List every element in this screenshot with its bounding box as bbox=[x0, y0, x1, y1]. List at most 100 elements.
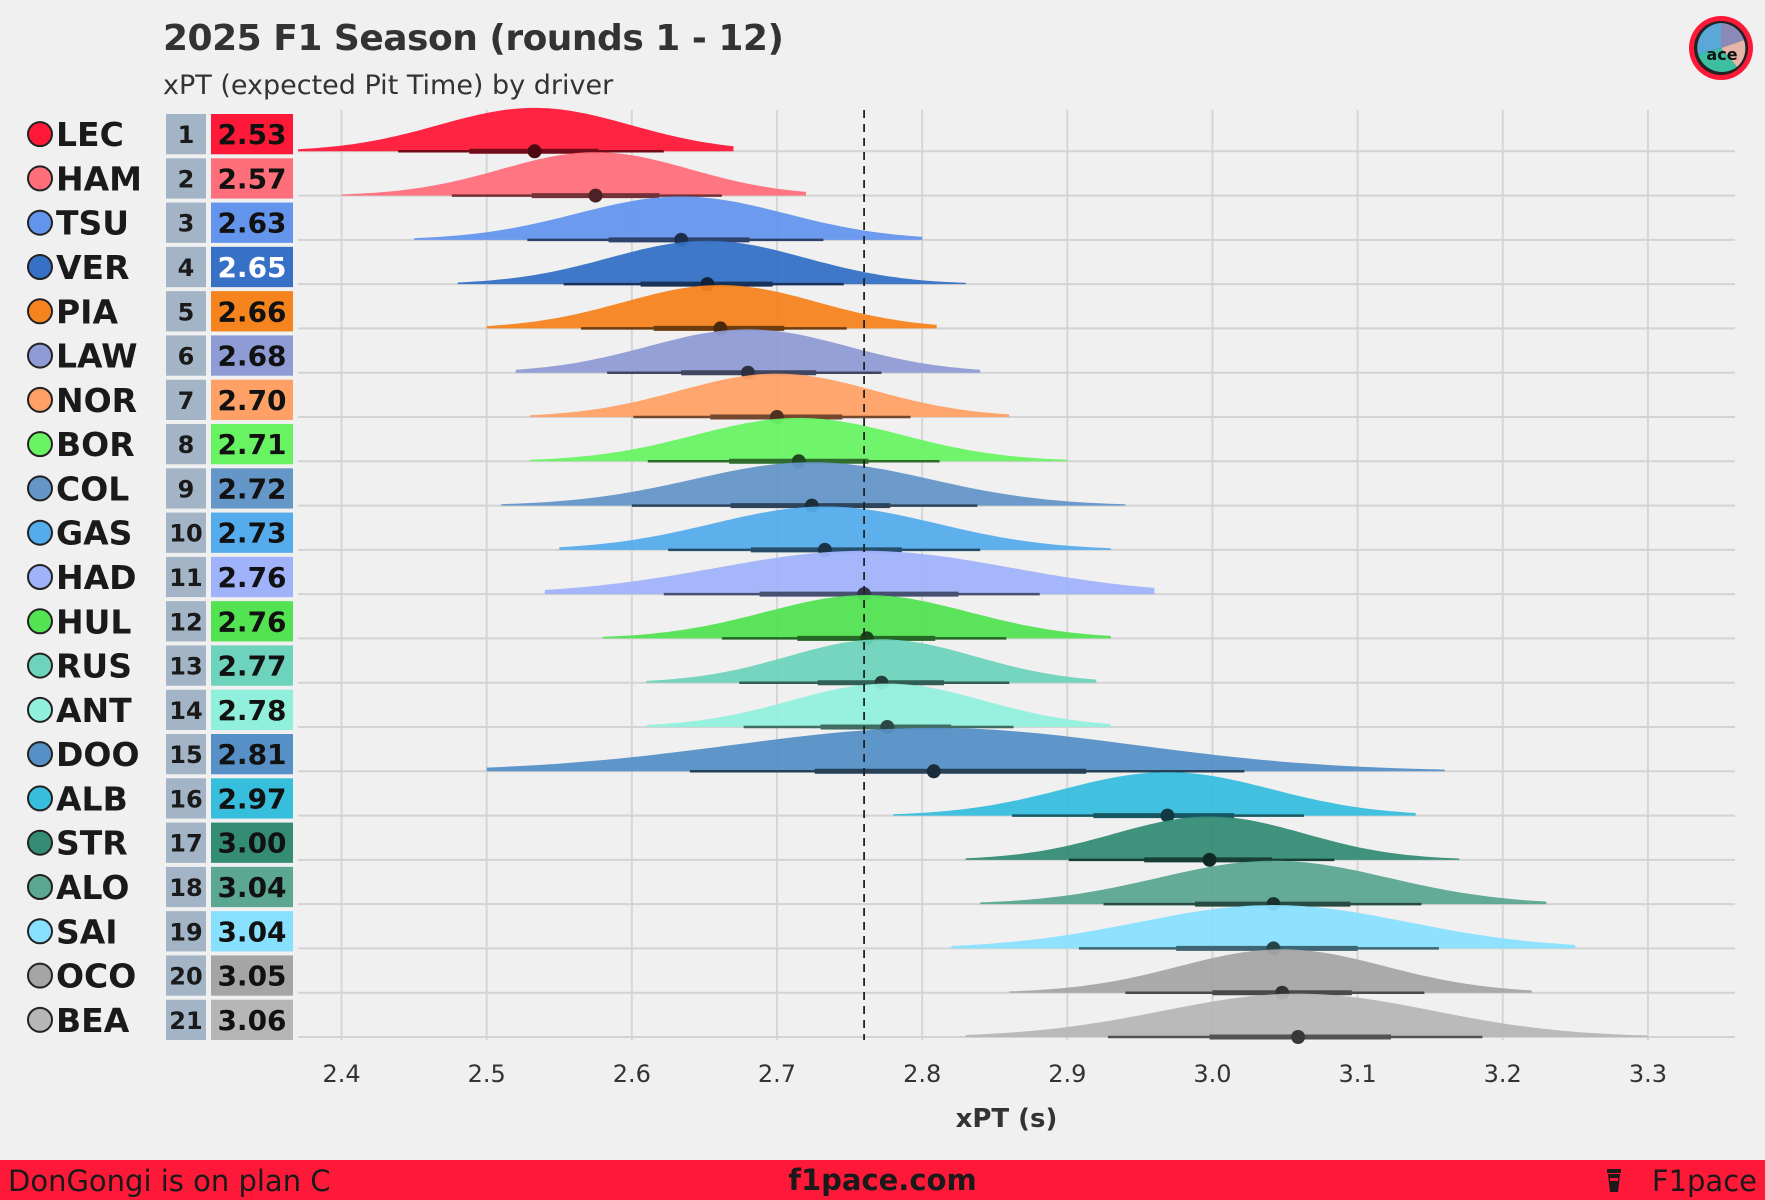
rank-box bbox=[166, 424, 206, 465]
value-box bbox=[211, 999, 293, 1040]
density-bea bbox=[965, 993, 1648, 1037]
value-label-nor: 2.70 bbox=[217, 384, 286, 417]
rank-label-alo: 18 bbox=[169, 874, 202, 902]
driver-code-alo: ALO bbox=[56, 868, 129, 907]
x-tick-label: 2.5 bbox=[468, 1060, 506, 1088]
driver-code-pia: PIA bbox=[56, 292, 118, 331]
rank-label-doo: 15 bbox=[169, 741, 202, 769]
x-tick-label: 3.1 bbox=[1339, 1060, 1377, 1088]
value-box bbox=[211, 601, 293, 642]
rank-label-oco: 20 bbox=[169, 963, 202, 991]
haas-icon bbox=[27, 962, 53, 989]
x-axis-label: xPT (s) bbox=[956, 1104, 1058, 1134]
value-box bbox=[211, 424, 293, 465]
density-nor bbox=[530, 373, 1010, 417]
median-point-lec bbox=[527, 144, 542, 159]
rank-label-lec: 1 bbox=[178, 121, 195, 149]
value-label-bor: 2.71 bbox=[217, 428, 286, 461]
rank-box bbox=[166, 645, 206, 686]
value-label-had: 2.76 bbox=[217, 561, 286, 594]
value-label-ver: 2.65 bbox=[217, 251, 286, 284]
footer-bar: DonGongi is on plan C f1pace.com F1pace bbox=[0, 1160, 1765, 1200]
rank-label-str: 17 bbox=[169, 830, 202, 858]
value-label-lec: 2.53 bbox=[217, 118, 286, 151]
chart-title: 2025 F1 Season (rounds 1 - 12) bbox=[163, 18, 784, 59]
value-label-oco: 3.05 bbox=[217, 960, 286, 993]
rank-box bbox=[166, 911, 206, 952]
rank-box bbox=[166, 114, 206, 155]
alpine-icon bbox=[27, 519, 53, 546]
williams-icon bbox=[27, 785, 53, 812]
value-box bbox=[211, 512, 293, 553]
density-pia bbox=[486, 285, 937, 329]
rank-label-law: 6 bbox=[178, 343, 195, 371]
median-point-str bbox=[1202, 852, 1217, 867]
rank-label-alb: 16 bbox=[169, 785, 202, 813]
value-label-rus: 2.77 bbox=[217, 650, 286, 683]
median-point-ham bbox=[588, 188, 603, 203]
median-point-doo bbox=[926, 764, 941, 779]
rank-box bbox=[166, 379, 206, 420]
driver-code-alb: ALB bbox=[56, 779, 128, 818]
driver-code-ham: HAM bbox=[56, 159, 142, 198]
rank-label-tsu: 3 bbox=[178, 210, 195, 238]
racingbulls-icon bbox=[27, 342, 53, 369]
value-box bbox=[211, 556, 293, 598]
rank-label-sai: 19 bbox=[169, 918, 202, 946]
value-label-tsu: 2.63 bbox=[217, 207, 286, 240]
value-label-sai: 3.04 bbox=[217, 915, 286, 948]
driver-code-doo: DOO bbox=[56, 735, 140, 774]
rank-box bbox=[166, 291, 206, 332]
density-had bbox=[544, 550, 1155, 595]
rank-box bbox=[166, 866, 206, 908]
rank-label-bea: 21 bbox=[169, 1007, 202, 1035]
rank-label-bor: 8 bbox=[178, 431, 195, 459]
density-tsu bbox=[414, 196, 923, 240]
mclaren-icon bbox=[27, 386, 53, 413]
rank-box bbox=[166, 468, 206, 509]
rank-box bbox=[166, 335, 206, 376]
density-ver bbox=[457, 240, 966, 285]
value-box bbox=[211, 645, 293, 686]
rank-label-rus: 13 bbox=[169, 653, 202, 681]
density-oco bbox=[1009, 949, 1532, 993]
density-gas bbox=[559, 506, 1111, 550]
rank-box bbox=[166, 556, 206, 598]
rank-box bbox=[166, 955, 206, 996]
value-box bbox=[211, 158, 293, 199]
rank-box bbox=[166, 246, 206, 288]
footer-brand: F1pace bbox=[1651, 1164, 1757, 1198]
mercedes-icon bbox=[27, 652, 53, 679]
value-label-gas: 2.73 bbox=[217, 517, 286, 550]
driver-code-sai: SAI bbox=[56, 912, 118, 951]
density-ham bbox=[341, 152, 806, 196]
rank-label-col: 9 bbox=[178, 475, 195, 503]
williams-icon bbox=[27, 918, 53, 945]
driver-code-lec: LEC bbox=[56, 115, 124, 154]
density-col bbox=[501, 462, 1126, 506]
rank-label-ham: 2 bbox=[178, 165, 195, 193]
driver-code-had: HAD bbox=[56, 558, 137, 597]
x-tick-label: 2.9 bbox=[1048, 1060, 1086, 1088]
value-box bbox=[211, 955, 293, 996]
density-sai bbox=[951, 905, 1576, 949]
driver-code-ver: VER bbox=[56, 248, 130, 287]
density-doo bbox=[486, 727, 1445, 772]
racingbulls-icon bbox=[27, 564, 53, 590]
driver-code-gas: GAS bbox=[56, 514, 132, 553]
footer-website[interactable]: f1pace.com bbox=[788, 1163, 977, 1197]
rank-box bbox=[166, 999, 206, 1040]
driver-code-hul: HUL bbox=[56, 602, 131, 641]
x-tick-label: 3.0 bbox=[1193, 1060, 1231, 1088]
driver-code-law: LAW bbox=[56, 337, 138, 376]
logo-text: ace bbox=[1706, 45, 1737, 64]
rank-label-hul: 12 bbox=[169, 608, 202, 636]
value-box bbox=[211, 468, 293, 509]
mclaren-icon bbox=[27, 298, 53, 325]
mercedes-icon bbox=[27, 696, 53, 723]
driver-code-bor: BOR bbox=[56, 425, 135, 464]
rank-label-ver: 4 bbox=[178, 254, 195, 282]
value-box bbox=[211, 202, 293, 243]
value-box bbox=[211, 866, 293, 908]
value-box bbox=[211, 911, 293, 952]
